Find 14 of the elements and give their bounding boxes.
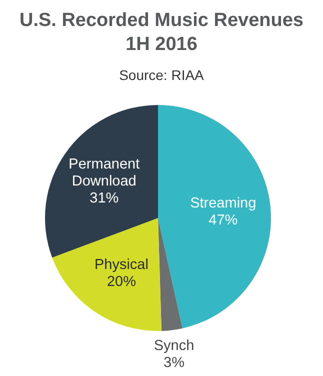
chart-title: U.S. Recorded Music Revenues 1H 2016 <box>19 10 304 55</box>
pie-slice <box>52 218 162 331</box>
chart-subtitle: Source: RIAA <box>119 67 205 83</box>
slice-label: Permanent Download <box>68 156 140 190</box>
pie-slice <box>158 218 182 331</box>
pie-slice <box>158 105 271 328</box>
data-label: 31% <box>90 190 119 207</box>
slice-label: Streaming <box>190 195 256 212</box>
data-label: 3% <box>164 355 185 372</box>
data-label: 20% <box>106 274 136 290</box>
slice-label: Physical <box>94 256 148 273</box>
data-label: 47% <box>208 212 238 228</box>
slice-label: Synch <box>154 338 194 354</box>
pie-slice <box>45 105 158 258</box>
